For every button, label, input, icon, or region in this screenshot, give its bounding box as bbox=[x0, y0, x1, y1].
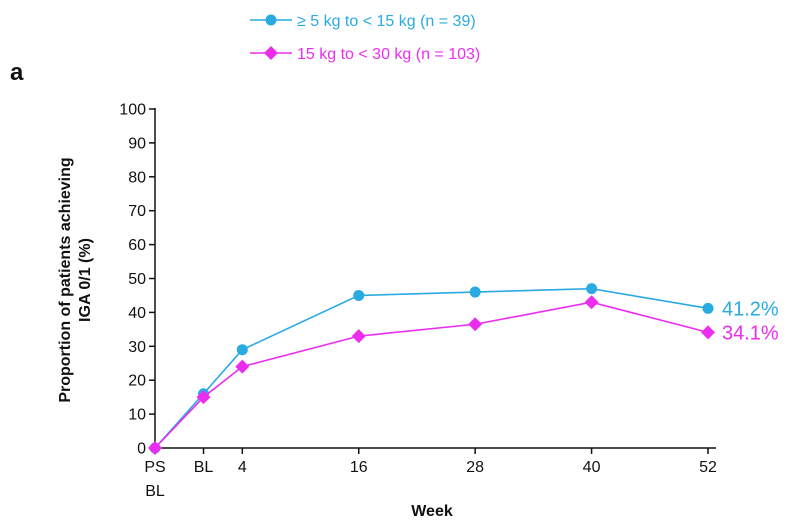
data-point bbox=[469, 286, 481, 298]
y-tick-label: 90 bbox=[128, 135, 146, 152]
data-point bbox=[701, 325, 715, 340]
panel-label: a bbox=[10, 59, 24, 86]
legend-marker bbox=[265, 14, 277, 26]
data-point bbox=[236, 344, 248, 356]
legend-item-2: 15 kg to < 30 kg (n = 103) bbox=[250, 46, 480, 63]
data-point bbox=[584, 295, 599, 310]
legend-label: ≥ 5 kg to < 15 kg (n = 39) bbox=[297, 13, 476, 30]
x-tick-label: 28 bbox=[466, 459, 484, 476]
axes: 0 10 20 30 40 50 60 70 80 90 100 PS BL BL 4 16 28 40 52 Wee… bbox=[57, 102, 717, 521]
x-tick-label: 40 bbox=[583, 459, 601, 476]
y-tick-label: 30 bbox=[128, 339, 146, 356]
data-point bbox=[353, 289, 365, 301]
x-tick-label: 4 bbox=[238, 459, 247, 476]
x-axis-title: Week bbox=[411, 503, 453, 520]
data-point bbox=[196, 390, 211, 405]
series-line bbox=[154, 301, 709, 449]
data-point bbox=[586, 283, 598, 295]
series-2: 34.1% bbox=[148, 295, 779, 455]
data-point bbox=[702, 302, 714, 314]
data-point bbox=[235, 359, 250, 374]
series-layer: 41.2%34.1% bbox=[148, 283, 779, 455]
x-tick-label: PS BL bbox=[144, 459, 165, 500]
y-tick-label: 40 bbox=[128, 305, 146, 322]
y-tick-label: 80 bbox=[128, 169, 146, 186]
y-axis-title: Proportion of patients achieving IGA 0/1 … bbox=[57, 157, 94, 402]
x-tick-label: BL bbox=[194, 459, 214, 476]
y-tick-label: 50 bbox=[128, 271, 146, 288]
data-point bbox=[148, 441, 162, 455]
y-tick-label: 20 bbox=[128, 373, 146, 390]
y-tick-label: 70 bbox=[128, 203, 146, 220]
y-tick-label: 0 bbox=[137, 441, 146, 458]
legend-label: 15 kg to < 30 kg (n = 103) bbox=[297, 46, 480, 63]
x-tick-label: 52 bbox=[699, 459, 717, 476]
data-point bbox=[351, 329, 366, 344]
y-tick-label: 10 bbox=[128, 407, 146, 424]
legend: ≥ 5 kg to < 15 kg (n = 39) 15 kg to < 30 … bbox=[250, 13, 480, 63]
data-point bbox=[468, 317, 483, 332]
end-value-label: 34.1% bbox=[722, 322, 779, 344]
y-tick-label: 60 bbox=[128, 237, 146, 254]
y-tick-label: 100 bbox=[119, 102, 146, 119]
x-tick-label: 16 bbox=[350, 459, 368, 476]
legend-item-1: ≥ 5 kg to < 15 kg (n = 39) bbox=[250, 13, 476, 30]
end-value-label: 41.2% bbox=[722, 298, 779, 320]
legend-marker bbox=[264, 46, 278, 60]
